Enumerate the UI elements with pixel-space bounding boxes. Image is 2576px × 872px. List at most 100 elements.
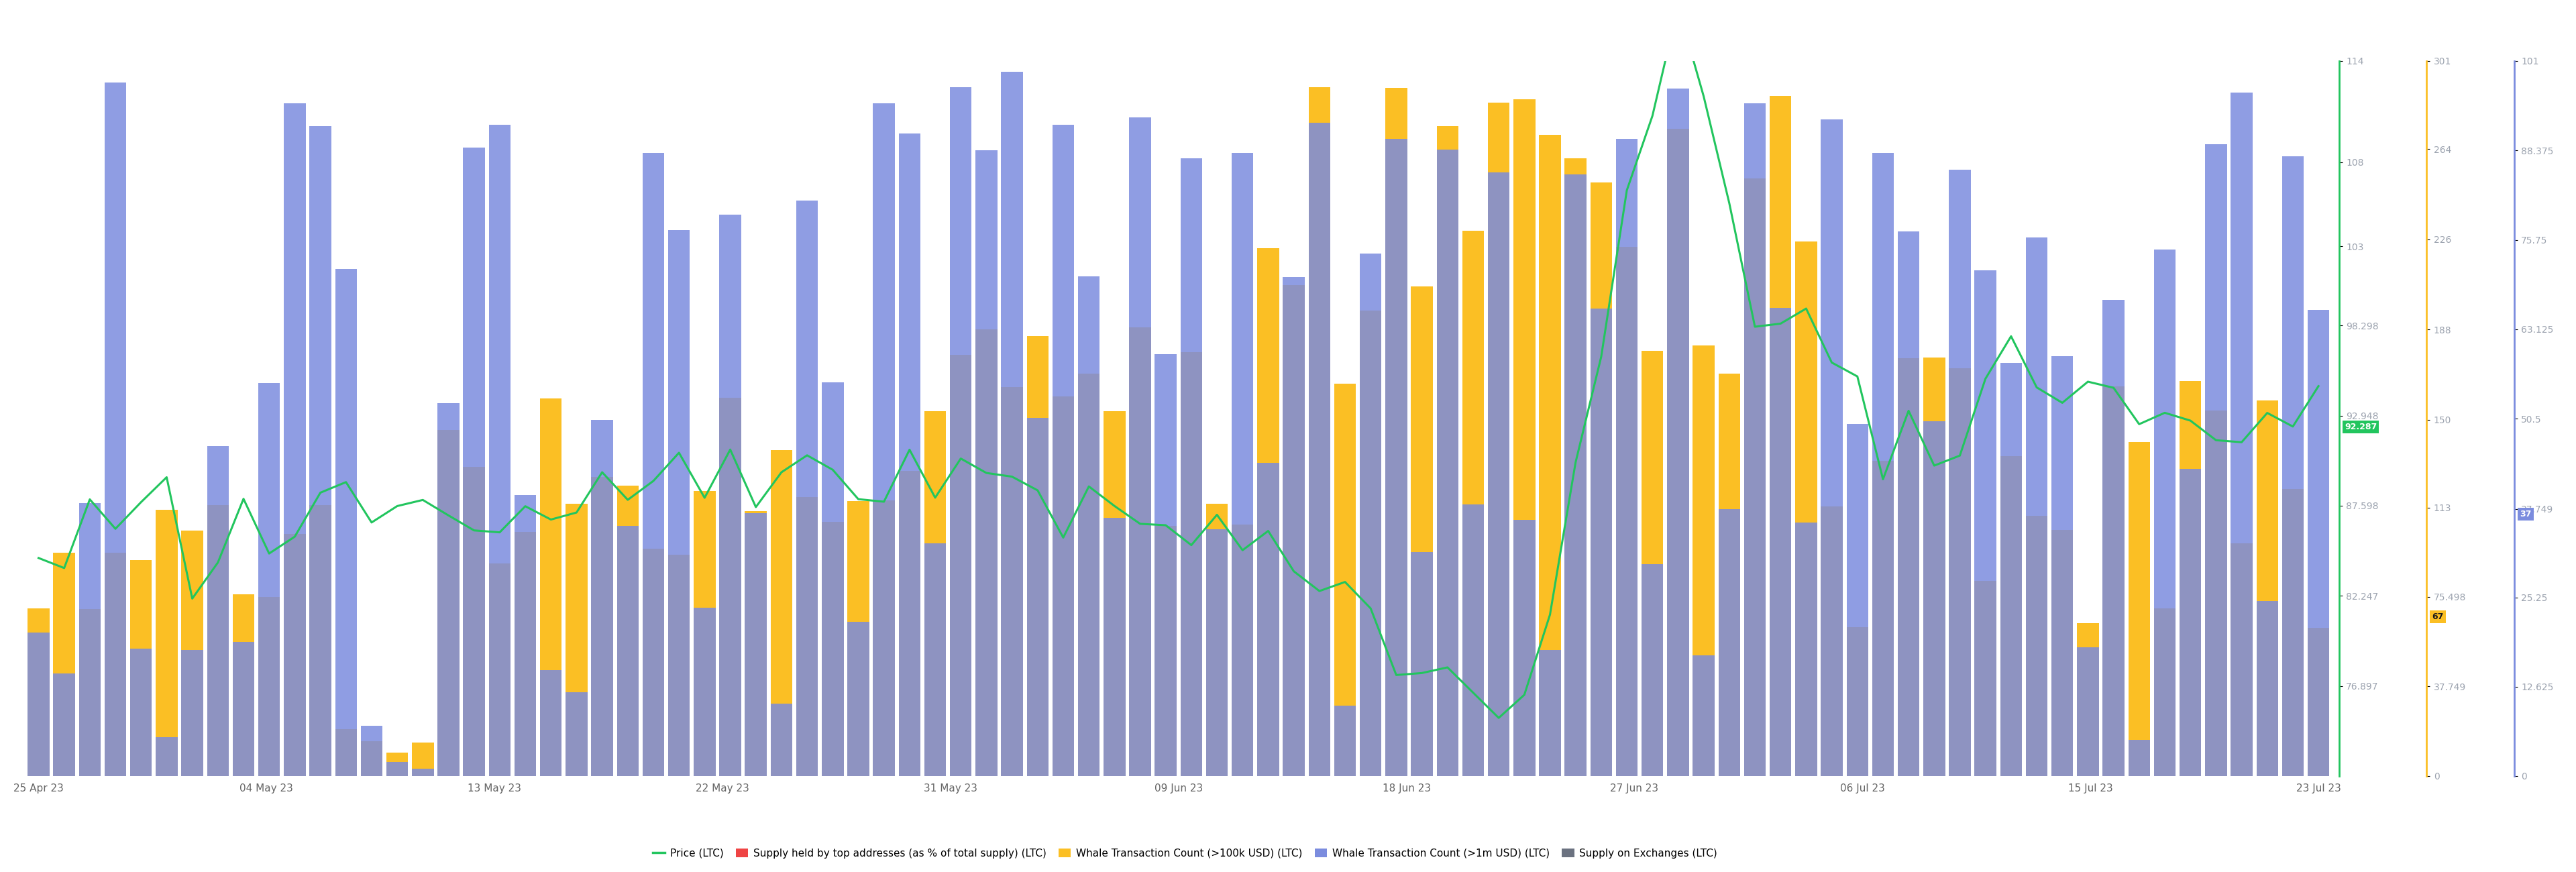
Bar <box>1386 139 1406 776</box>
Bar <box>1283 285 1303 776</box>
Bar <box>2257 400 2277 776</box>
Bar <box>1924 358 1945 776</box>
Bar <box>951 87 971 776</box>
Bar <box>2282 489 2303 776</box>
Bar <box>1128 327 1151 776</box>
Text: 92.287: 92.287 <box>2344 422 2378 431</box>
Bar <box>873 104 894 776</box>
Bar <box>1103 411 1126 776</box>
Bar <box>1999 363 2022 776</box>
Bar <box>1667 89 1690 776</box>
Bar <box>1770 96 1790 776</box>
Bar <box>1589 182 1613 776</box>
Bar <box>899 471 920 776</box>
Bar <box>515 494 536 776</box>
Bar <box>28 609 49 776</box>
Bar <box>1667 129 1690 776</box>
Bar <box>2205 144 2226 776</box>
Bar <box>1309 123 1329 776</box>
Bar <box>1257 462 1280 776</box>
Bar <box>2128 442 2151 776</box>
Bar <box>1103 518 1126 776</box>
Bar <box>1028 336 1048 776</box>
Bar <box>1899 231 1919 776</box>
Bar <box>1950 369 1971 776</box>
Bar <box>1873 153 1893 776</box>
Bar <box>1795 242 1816 776</box>
Bar <box>1692 345 1716 776</box>
Bar <box>976 330 997 776</box>
Bar <box>1309 87 1329 776</box>
Bar <box>1360 253 1381 776</box>
Bar <box>951 355 971 776</box>
Bar <box>1976 270 1996 776</box>
Bar <box>1950 170 1971 776</box>
Bar <box>899 133 920 776</box>
Bar <box>848 501 868 776</box>
Bar <box>541 399 562 776</box>
Bar <box>1028 418 1048 776</box>
Bar <box>258 597 281 776</box>
Bar <box>641 153 665 776</box>
Bar <box>541 670 562 776</box>
Bar <box>438 404 459 776</box>
Bar <box>2076 647 2099 776</box>
Bar <box>1054 125 1074 776</box>
Bar <box>1283 276 1303 776</box>
Bar <box>438 430 459 776</box>
Bar <box>1257 249 1280 776</box>
Bar <box>1999 456 2022 776</box>
Bar <box>1154 354 1177 776</box>
Bar <box>1463 230 1484 776</box>
Bar <box>1002 72 1023 776</box>
Bar <box>1924 421 1945 776</box>
Bar <box>335 269 358 776</box>
Bar <box>386 762 407 776</box>
Bar <box>693 491 716 776</box>
Text: 67: 67 <box>2432 612 2445 621</box>
Bar <box>1641 564 1664 776</box>
Bar <box>744 513 768 776</box>
Bar <box>2179 469 2202 776</box>
Bar <box>693 608 716 776</box>
Bar <box>2025 237 2048 776</box>
Bar <box>180 531 204 776</box>
Bar <box>489 125 510 776</box>
Bar <box>822 383 842 776</box>
Bar <box>1589 309 1613 776</box>
Bar <box>232 594 255 776</box>
Bar <box>796 201 819 776</box>
Bar <box>641 548 665 776</box>
Bar <box>2076 623 2099 776</box>
Bar <box>1744 179 1765 776</box>
Bar <box>925 543 945 776</box>
Bar <box>925 411 945 776</box>
Bar <box>1615 247 1638 776</box>
Bar <box>770 450 793 776</box>
Bar <box>1692 656 1716 776</box>
Bar <box>1718 509 1741 776</box>
Bar <box>1515 99 1535 776</box>
Bar <box>1077 276 1100 776</box>
Bar <box>1463 505 1484 776</box>
Bar <box>1976 581 1996 776</box>
Bar <box>719 215 742 776</box>
Bar <box>2102 300 2125 776</box>
Bar <box>1795 522 1816 776</box>
Bar <box>106 82 126 776</box>
Bar <box>873 501 894 776</box>
Bar <box>1489 173 1510 776</box>
Bar <box>2282 156 2303 776</box>
Bar <box>2102 386 2125 776</box>
Bar <box>80 503 100 776</box>
Bar <box>567 504 587 776</box>
Bar <box>822 521 842 776</box>
Bar <box>592 477 613 776</box>
Bar <box>2128 740 2151 776</box>
Bar <box>412 769 433 776</box>
Bar <box>1386 88 1406 776</box>
Bar <box>667 230 690 776</box>
Bar <box>1002 387 1023 776</box>
Bar <box>386 753 407 776</box>
Bar <box>2050 530 2074 776</box>
